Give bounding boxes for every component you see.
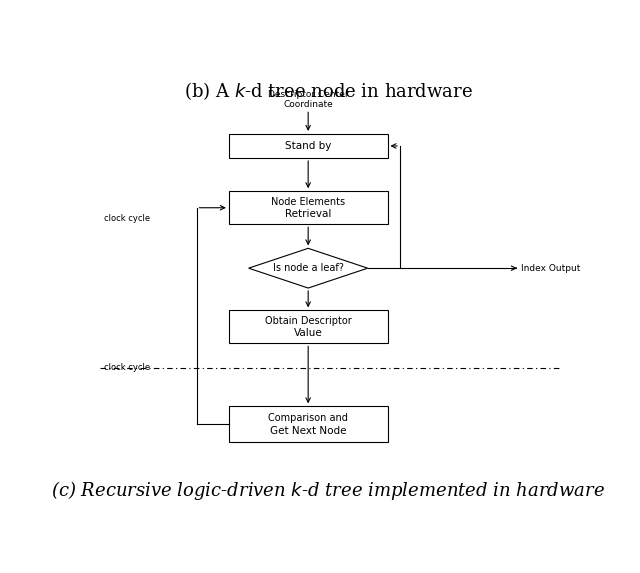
Bar xyxy=(229,191,388,224)
Text: Is node a leaf?: Is node a leaf? xyxy=(273,263,344,273)
Bar xyxy=(229,406,388,442)
Text: Node Elements: Node Elements xyxy=(271,197,345,207)
Polygon shape xyxy=(249,248,368,288)
Bar xyxy=(229,311,388,343)
Text: Index Output: Index Output xyxy=(522,264,581,273)
Text: Obtain Descriptor: Obtain Descriptor xyxy=(265,316,351,326)
Text: clock cycle: clock cycle xyxy=(104,214,150,223)
Text: Get Next Node: Get Next Node xyxy=(270,426,346,435)
Text: clock cycle: clock cycle xyxy=(104,363,150,372)
Text: (c) Recursive logic-driven $k$-d tree implemented in hardware: (c) Recursive logic-driven $k$-d tree im… xyxy=(51,479,605,502)
Text: (b) A $k$-d tree node in hardware: (b) A $k$-d tree node in hardware xyxy=(184,80,472,101)
Text: Value: Value xyxy=(294,328,323,339)
Text: Retrieval: Retrieval xyxy=(285,209,332,219)
Text: Comparison and: Comparison and xyxy=(268,413,348,423)
Text: Stand by: Stand by xyxy=(285,141,332,151)
Bar xyxy=(229,134,388,158)
Text: Descriptor Center
Coordinate: Descriptor Center Coordinate xyxy=(268,90,348,109)
